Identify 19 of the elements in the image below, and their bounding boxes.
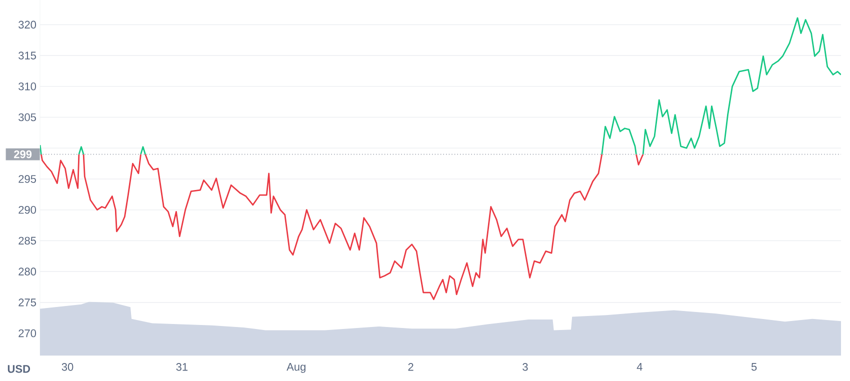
x-tick-label: 30 — [62, 363, 74, 371]
x-tick-label: 31 — [176, 363, 188, 371]
x-tick-label: 2 — [408, 363, 414, 371]
y-tick-label: 295 — [18, 175, 36, 183]
y-tick-label: 315 — [18, 52, 36, 60]
y-axis-title: USD — [8, 365, 30, 373]
x-tick-label: 4 — [636, 363, 642, 371]
y-tick-label: 305 — [18, 113, 36, 122]
y-tick-label: 320 — [18, 20, 36, 29]
y-tick-label: 285 — [18, 236, 36, 245]
y-tick-label: 310 — [18, 82, 36, 90]
y-tick-label: 275 — [18, 298, 36, 306]
y-tick-label: 290 — [18, 206, 36, 214]
x-tick-label: 5 — [751, 363, 757, 371]
x-tick-label: Aug — [286, 363, 306, 373]
y-tick-label: 270 — [18, 329, 36, 338]
y-tick-label: 280 — [18, 268, 36, 276]
x-tick-label: 3 — [522, 363, 528, 371]
ref-line-label: 299 — [14, 150, 32, 158]
